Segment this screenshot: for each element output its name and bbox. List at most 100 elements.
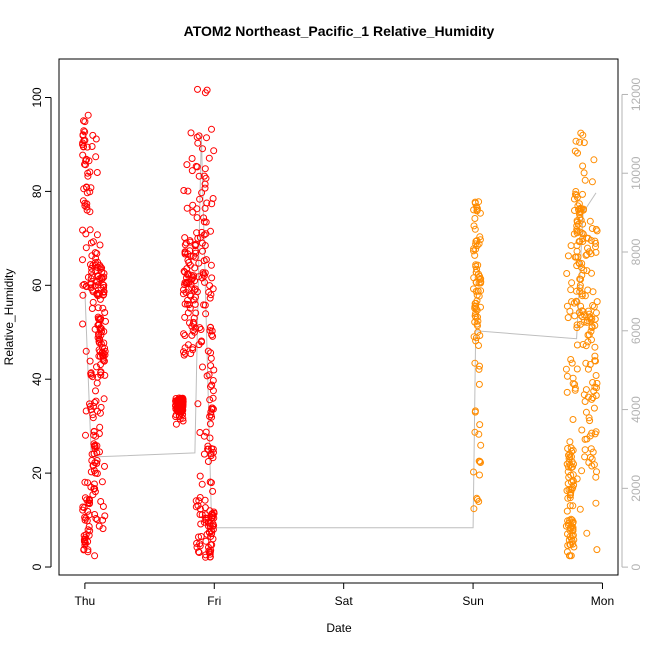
data-point bbox=[587, 250, 595, 258]
data-point bbox=[192, 309, 200, 317]
data-point bbox=[470, 206, 478, 214]
data-point bbox=[588, 324, 596, 332]
secondary-series-line bbox=[84, 133, 597, 529]
data-point bbox=[475, 498, 483, 505]
data-point bbox=[203, 86, 211, 94]
data-point bbox=[472, 302, 480, 310]
data-point bbox=[83, 189, 91, 197]
data-point bbox=[174, 399, 181, 407]
data-point bbox=[566, 307, 574, 315]
data-point bbox=[209, 332, 217, 340]
data-point bbox=[579, 308, 587, 316]
data-point bbox=[566, 438, 574, 446]
data-point bbox=[85, 497, 93, 505]
data-point bbox=[198, 480, 206, 488]
y2-tick-label: 6000 bbox=[629, 317, 643, 344]
data-point bbox=[572, 137, 580, 145]
data-point bbox=[84, 111, 92, 119]
data-point bbox=[583, 317, 591, 325]
data-point bbox=[563, 270, 571, 277]
data-point bbox=[471, 215, 479, 222]
data-point bbox=[208, 381, 216, 389]
data-point bbox=[100, 395, 108, 403]
data-point bbox=[593, 227, 601, 235]
data-point bbox=[188, 322, 196, 330]
data-point bbox=[207, 408, 215, 416]
data-point bbox=[91, 485, 99, 493]
data-point bbox=[196, 429, 204, 436]
data-point bbox=[470, 285, 477, 293]
data-point bbox=[192, 503, 200, 511]
data-point bbox=[184, 187, 192, 195]
data-point bbox=[195, 533, 202, 541]
data-point bbox=[208, 274, 216, 282]
data-point bbox=[81, 160, 88, 168]
data-point bbox=[91, 443, 99, 451]
data-point bbox=[473, 496, 481, 503]
data-point bbox=[471, 428, 479, 436]
data-point bbox=[180, 330, 188, 338]
data-point bbox=[578, 271, 586, 279]
data-point bbox=[586, 217, 594, 225]
data-point bbox=[194, 85, 201, 93]
data-point bbox=[181, 332, 189, 339]
data-point bbox=[477, 279, 485, 287]
data-point bbox=[588, 315, 596, 323]
data-point bbox=[189, 208, 197, 216]
data-point bbox=[591, 357, 599, 365]
data-point bbox=[192, 249, 200, 257]
data-point bbox=[96, 448, 103, 456]
data-point bbox=[190, 272, 198, 280]
data-point bbox=[93, 169, 101, 176]
data-point bbox=[580, 169, 588, 177]
data-point bbox=[81, 128, 89, 136]
data-point bbox=[90, 442, 98, 450]
data-point bbox=[91, 469, 99, 477]
y2-tick-label: 8000 bbox=[629, 238, 643, 265]
data-point bbox=[99, 352, 107, 360]
data-point bbox=[87, 281, 95, 288]
data-point bbox=[193, 539, 201, 547]
data-point bbox=[584, 365, 592, 373]
y2-tick-label: 10000 bbox=[629, 156, 643, 190]
data-point bbox=[584, 307, 592, 315]
data-point bbox=[94, 292, 102, 300]
data-point bbox=[181, 281, 189, 289]
data-point bbox=[207, 324, 214, 331]
data-point bbox=[82, 407, 90, 415]
data-point bbox=[581, 453, 589, 461]
data-point bbox=[563, 507, 571, 515]
y2-tick-label: 12000 bbox=[629, 77, 643, 111]
data-point bbox=[475, 457, 483, 465]
data-point bbox=[194, 400, 202, 408]
data-point bbox=[80, 185, 88, 193]
data-point bbox=[576, 138, 584, 146]
data-point bbox=[566, 526, 574, 534]
data-point bbox=[189, 346, 197, 354]
data-point bbox=[86, 402, 94, 410]
data-point bbox=[569, 484, 577, 492]
y2-tick-label: 4000 bbox=[629, 396, 643, 423]
data-point bbox=[567, 488, 575, 496]
data-point bbox=[591, 343, 599, 351]
data-point bbox=[189, 201, 197, 209]
data-point bbox=[86, 226, 94, 234]
secondary-line-layer bbox=[84, 133, 597, 529]
data-point bbox=[472, 305, 480, 313]
data-point bbox=[569, 525, 577, 533]
data-point bbox=[581, 292, 589, 300]
data-point bbox=[87, 184, 95, 192]
data-point bbox=[200, 172, 208, 180]
data-point bbox=[191, 328, 198, 336]
data-point bbox=[181, 234, 189, 242]
data-point bbox=[471, 408, 479, 416]
x-tick-label: Thu bbox=[75, 594, 96, 608]
data-point bbox=[79, 132, 87, 139]
data-point bbox=[582, 359, 590, 367]
data-point bbox=[99, 525, 107, 533]
data-point bbox=[201, 165, 209, 173]
data-point bbox=[581, 311, 588, 319]
data-point bbox=[591, 352, 599, 360]
data-point bbox=[100, 357, 108, 365]
